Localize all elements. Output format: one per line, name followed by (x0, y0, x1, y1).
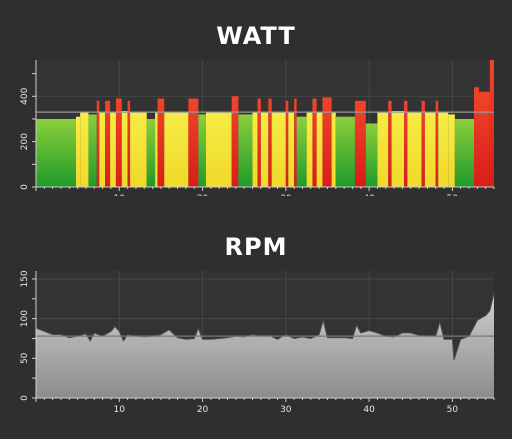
watt-bar-green (454, 118, 475, 187)
watt-bar-yellow (260, 112, 269, 187)
rpm-y-tick-label: 0 (20, 395, 30, 401)
watt-chart: 0 200 400 10 20 30 40 50 (20, 60, 495, 196)
watt-x-tick-label: 30 (280, 194, 292, 196)
watt-bar-red (294, 98, 297, 187)
rpm-x-tick-label: 20 (197, 405, 209, 415)
rpm-x-tick-label: 30 (280, 405, 292, 415)
watt-bar-yellow (110, 112, 116, 187)
rpm-x-tick-label: 10 (114, 405, 126, 415)
watt-bar-yellow (391, 111, 405, 187)
rpm-chart-panel: RPM 0 50 100 150 10 20 30 40 50 (0, 225, 512, 439)
watt-bar-red (421, 100, 425, 187)
watt-bar-yellow (288, 112, 295, 187)
watt-x-tick-label: 40 (363, 194, 375, 196)
watt-bar-green (365, 123, 378, 187)
watt-bar-yellow (99, 112, 106, 187)
watt-bar-green (36, 118, 76, 187)
watt-bar-red (188, 98, 199, 187)
watt-bar-yellow (121, 111, 128, 187)
watt-bar-red (479, 91, 490, 187)
watt-bar-yellow (164, 112, 189, 187)
watt-chart-title: WATT (216, 22, 296, 50)
watt-y-tick-label: 0 (20, 184, 30, 190)
watt-bar-yellow (331, 112, 336, 187)
watt-bar-red (474, 87, 480, 187)
watt-bar-red (388, 100, 392, 187)
watt-bar-yellow (377, 112, 389, 187)
rpm-chart: 0 50 100 150 10 20 30 40 50 (20, 270, 495, 415)
watt-bar-red (322, 97, 332, 187)
watt-bar-red (127, 100, 131, 187)
rpm-y-tick-label: 50 (20, 352, 30, 364)
watt-bar-yellow (155, 112, 158, 187)
watt-bar-red (285, 100, 289, 187)
watt-bar-red (354, 100, 366, 187)
watt-bar-yellow (438, 112, 449, 187)
watt-bar-yellow (306, 112, 313, 187)
watt-x-tick-label: 20 (197, 194, 209, 196)
watt-bar-red (157, 98, 165, 187)
watt-bar-yellow (316, 112, 323, 187)
watt-bar-yellow (252, 112, 258, 187)
rpm-chart-title: RPM (224, 233, 288, 261)
watt-bar-red (404, 100, 408, 187)
watt-bar-red (96, 100, 100, 187)
watt-x-tick-label: 50 (447, 194, 459, 196)
watt-bar-yellow (271, 112, 286, 187)
watt-bar-yellow (75, 116, 81, 187)
rpm-x-tick-label: 40 (363, 405, 375, 415)
watt-bar-green (146, 118, 156, 187)
watt-bar-red (435, 100, 439, 187)
watt-bar-yellow (448, 114, 455, 187)
watt-x-tick-label: 10 (114, 194, 126, 196)
watt-bar-red (115, 98, 122, 187)
watt-bar-yellow (130, 112, 147, 187)
watt-bar-red (489, 60, 494, 187)
watt-bar-red (105, 100, 111, 187)
watt-chart-panel: WATT 0 200 400 10 20 30 40 50 (0, 0, 512, 196)
watt-bar-red (257, 98, 261, 187)
watt-bar-red (231, 96, 239, 187)
watt-bar-green (238, 114, 253, 187)
watt-y-tick-label: 200 (20, 133, 30, 150)
watt-bar-yellow (407, 112, 422, 187)
watt-bar-red (268, 98, 272, 187)
watt-bar-yellow (424, 112, 436, 187)
watt-bar-green (198, 114, 206, 187)
watt-bar-yellow (80, 112, 89, 187)
rpm-x-tick-label: 50 (447, 405, 459, 415)
rpm-area (36, 293, 494, 398)
rpm-y-tick-label: 100 (20, 310, 30, 327)
rpm-y-tick-label: 150 (20, 270, 30, 287)
watt-bar-yellow (205, 112, 232, 187)
watt-bar-green (88, 114, 97, 187)
watt-bar-red (312, 98, 317, 187)
watt-bar-green (296, 116, 307, 187)
watt-y-tick-label: 400 (20, 87, 30, 104)
watt-bar-green (335, 116, 355, 187)
